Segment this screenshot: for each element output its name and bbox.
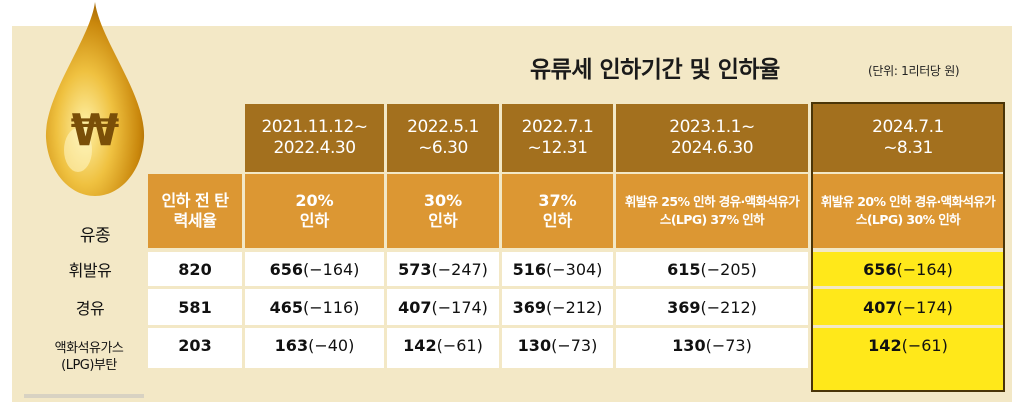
table-cell: 465 (−116) [245,289,384,325]
rate-header-2: 30% 인하 [387,174,499,248]
highlight-cell: 407 (−174) [813,289,1003,325]
table-cell: 369 (−212) [502,289,613,325]
period-header-5: 2024.7.1 ~8.31 [813,104,1003,172]
period-header-4: 2023.1.1~ 2024.6.30 [616,104,808,172]
base-rate-gasoline: 820 [148,252,242,286]
table-cell: 407 (−174) [387,289,499,325]
highlight-cell: 142 (−61) [813,328,1003,390]
page-title: 유류세 인하기간 및 인하율 [530,57,780,83]
rate-header-1: 20% 인하 [245,174,384,248]
period-header-1: 2021.11.12~ 2022.4.30 [245,104,384,172]
base-rate-header: 인하 전 탄력세율 [148,174,242,248]
footnote-bar [24,394,144,398]
table-cell: 516 (−304) [502,252,613,286]
unit-label: (단위: 1리터당 원) [868,64,960,78]
table-cell: 130 (−73) [502,328,613,368]
rate-header-4: 휘발유 25% 인하 경유·액화석유가스(LPG) 37% 인하 [616,174,808,248]
fuel-label-gasoline: 휘발유 [68,261,112,280]
table-cell: 163 (−40) [245,328,384,368]
highlight-cell: 656 (−164) [813,252,1003,286]
table-cell: 369 (−212) [616,289,808,325]
rate-header-3: 37% 인하 [502,174,613,248]
period-header-2: 2022.5.1 ~6.30 [387,104,499,172]
fuel-type-header: 유종 [79,225,111,246]
table-cell: 573 (−247) [387,252,499,286]
table-cell: 142 (−61) [387,328,499,368]
oil-drop-icon: ₩ [45,2,145,196]
base-rate-lpg: 203 [148,328,242,368]
rate-header-5: 휘발유 20% 인하 경유·액화석유가스(LPG) 30% 인하 [813,174,1003,248]
table-cell: 656 (−164) [245,252,384,286]
period-header-3: 2022.7.1 ~12.31 [502,104,613,172]
fuel-label-diesel: 경유 [75,299,105,318]
fuel-label-lpg: 액화석유가스 (LPG)부탄 [54,341,124,373]
table-cell: 130 (−73) [616,328,808,368]
table-cell: 615 (−205) [616,252,808,286]
drop-symbol: ₩ [71,105,120,156]
base-rate-diesel: 581 [148,289,242,325]
